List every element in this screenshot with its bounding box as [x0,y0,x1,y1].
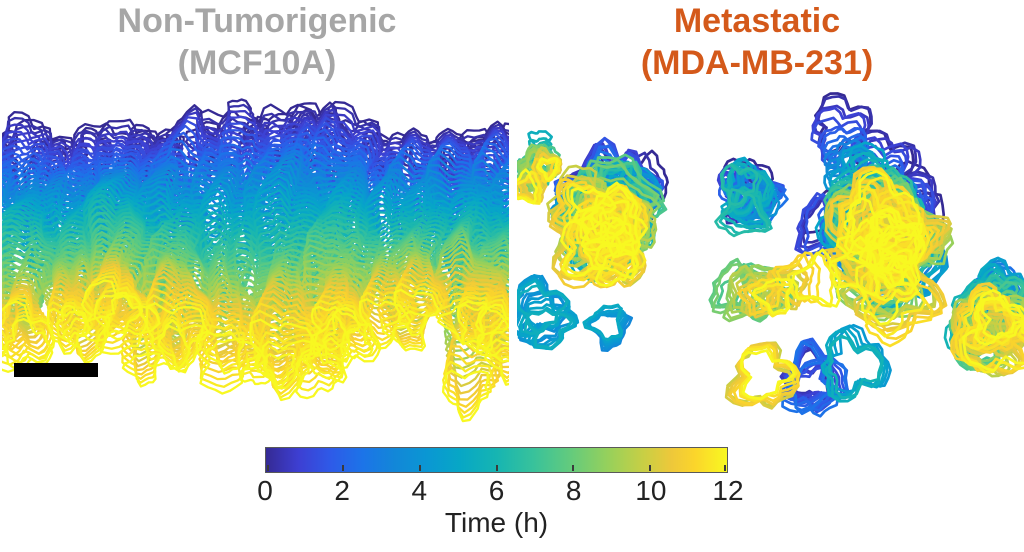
colorbar-tick-label: 8 [565,475,582,506]
colorbar-tick-label: 12 [712,475,744,506]
colorbar-tick-label: 0 [257,475,273,506]
right-panel-title-line1: Metastatic [673,2,841,40]
colorbar-tick-label: 10 [635,475,667,506]
colorbar-tick-mark [572,465,575,471]
colorbar-tick-label: 2 [334,475,350,506]
colorbar-tick-mark [649,465,652,471]
colorbar-tick-label: 6 [488,475,505,506]
colorbar-tick-mark [723,465,726,471]
colorbar-tick-mark [418,465,421,471]
right-panel-title-line2: (MDA-MB-231) [640,44,874,82]
colorbar-tick-mark [267,465,270,471]
right-panel-title: Metastatic (MDA-MB-231) [506,0,1008,84]
colorbar-axis-label: Time (h) [444,507,549,538]
left-panel-title-line1: Non-Tumorigenic [117,2,397,40]
colorbar-tick-labels: 0 2 4 6 8 10 12 [257,475,743,507]
colorbar-tick-mark [341,465,344,471]
left-panel-title-line2: (MCF10A) [177,44,337,82]
colorbar [265,447,728,473]
colorbar-tick-label: 4 [411,475,428,506]
colorbar-tick-mark [495,465,498,471]
scale-bar [14,363,98,377]
left-panel-title: Non-Tumorigenic (MCF10A) [0,0,514,84]
